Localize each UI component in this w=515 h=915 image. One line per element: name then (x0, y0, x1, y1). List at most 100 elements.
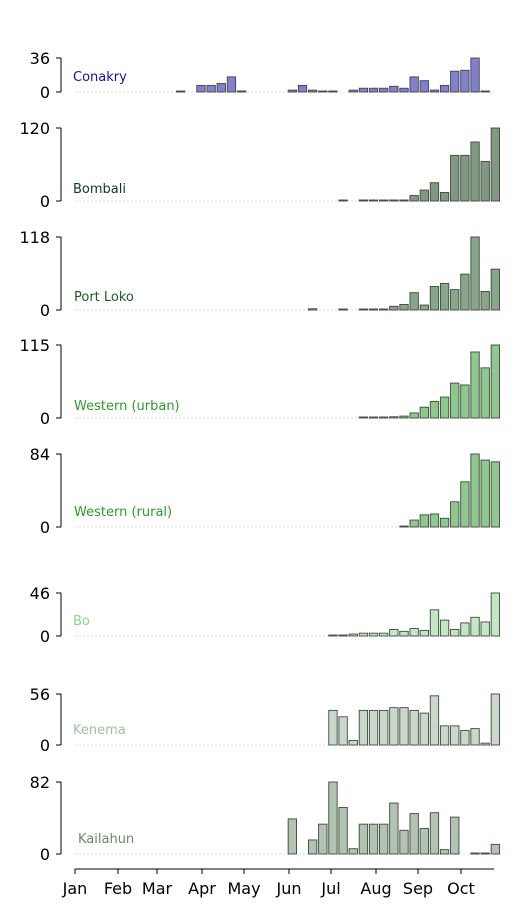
bar-4-33 (409, 519, 419, 528)
bar-2-38 (460, 273, 470, 311)
bar-3-34 (419, 406, 429, 419)
bar-0-27 (348, 89, 358, 93)
bar-6-37 (450, 725, 460, 746)
bar-0-30 (379, 87, 389, 93)
bar-2-36 (439, 282, 450, 311)
bar-0-31 (389, 85, 399, 93)
bar-4-38 (460, 481, 470, 528)
bar-5-25 (328, 634, 338, 637)
bar-2-33 (409, 292, 419, 311)
bar-7-41 (490, 843, 500, 855)
bar-0-37 (450, 70, 460, 93)
y-tick-label-2-0: 0 (40, 301, 50, 320)
y-tick-label-4-0: 0 (40, 518, 50, 537)
bar-7-40 (480, 852, 490, 855)
bar-6-34 (419, 712, 429, 746)
bar-7-34 (419, 828, 429, 855)
bar-7-29 (368, 823, 379, 855)
y-tick-label-6-1: 56 (30, 685, 50, 704)
bar-5-28 (358, 632, 369, 637)
bar-0-40 (480, 90, 490, 93)
bar-2-40 (480, 290, 490, 311)
bar-3-38 (460, 384, 470, 419)
bar-7-21 (287, 818, 297, 855)
bar-5-33 (409, 628, 419, 637)
bar-7-37 (450, 816, 460, 855)
bar-4-35 (429, 513, 440, 528)
bar-5-38 (460, 622, 470, 637)
bar-7-33 (409, 813, 419, 855)
x-tick-label-1: Feb (104, 879, 132, 898)
bar-7-32 (399, 829, 409, 855)
bar-0-13 (206, 84, 216, 93)
bar-1-40 (480, 161, 490, 202)
bar-2-23 (308, 308, 318, 311)
bar-0-22 (297, 84, 308, 93)
bar-0-16 (236, 90, 247, 93)
x-tick-label-0: Jan (62, 879, 88, 898)
y-tick-label-7-0: 0 (40, 845, 50, 864)
bar-4-34 (419, 514, 429, 528)
y-tick-label-1-0: 0 (40, 192, 50, 211)
x-tick-label-4: May (227, 879, 260, 898)
y-tick-label-2-1: 118 (19, 228, 50, 247)
bar-2-32 (399, 303, 409, 311)
x-tick-label-6: Jul (320, 879, 340, 898)
bar-1-33 (409, 195, 419, 202)
bar-5-32 (399, 630, 409, 637)
bar-3-31 (389, 416, 399, 419)
bar-6-38 (460, 729, 470, 746)
bar-3-39 (470, 351, 480, 419)
bar-7-28 (358, 823, 369, 855)
bar-0-25 (328, 90, 338, 93)
bar-2-31 (389, 305, 399, 311)
bar-0-15 (226, 76, 237, 93)
bar-0-32 (399, 87, 409, 93)
x-tick-label-9: Oct (447, 879, 475, 898)
bar-2-37 (450, 289, 460, 311)
bar-6-27 (348, 739, 358, 746)
bar-3-33 (409, 412, 419, 419)
bar-0-14 (216, 83, 226, 93)
y-tick-label-5-0: 0 (40, 627, 50, 646)
bar-2-28 (358, 308, 369, 311)
y-tick-label-3-0: 0 (40, 409, 50, 428)
bar-7-36 (439, 849, 450, 855)
bar-2-30 (379, 308, 389, 311)
bar-4-39 (470, 453, 480, 528)
bar-3-37 (450, 382, 460, 419)
bar-0-12 (196, 84, 206, 93)
bar-5-35 (429, 609, 440, 637)
bar-0-35 (429, 89, 440, 93)
bar-0-23 (308, 89, 318, 93)
bar-4-40 (480, 459, 490, 528)
bar-7-26 (338, 807, 348, 855)
x-tick-label-2: Mar (142, 879, 173, 898)
bar-7-23 (308, 839, 318, 855)
bar-0-33 (409, 76, 419, 93)
bar-5-27 (348, 633, 358, 637)
bar-5-36 (439, 619, 450, 637)
bar-7-24 (318, 823, 328, 855)
bar-3-36 (439, 396, 450, 419)
bar-0-28 (358, 87, 369, 93)
bar-5-40 (480, 621, 490, 637)
bar-1-41 (490, 127, 500, 202)
bar-3-41 (490, 344, 500, 419)
bar-1-30 (379, 199, 389, 202)
bar-6-41 (490, 693, 500, 746)
bar-7-35 (429, 812, 440, 855)
y-tick-label-4-1: 84 (30, 445, 50, 464)
bar-1-35 (429, 182, 440, 202)
panel-label-5: Bo (73, 614, 90, 629)
y-tick-label-1-1: 120 (19, 119, 50, 138)
bar-2-41 (490, 268, 500, 311)
y-tick-label-0-0: 0 (40, 83, 50, 102)
bar-1-32 (399, 199, 409, 202)
bar-4-32 (399, 525, 409, 528)
y-tick-label-7-1: 82 (30, 773, 50, 792)
bar-3-32 (399, 415, 409, 419)
bar-0-10 (176, 90, 186, 93)
bar-3-28 (358, 416, 369, 419)
